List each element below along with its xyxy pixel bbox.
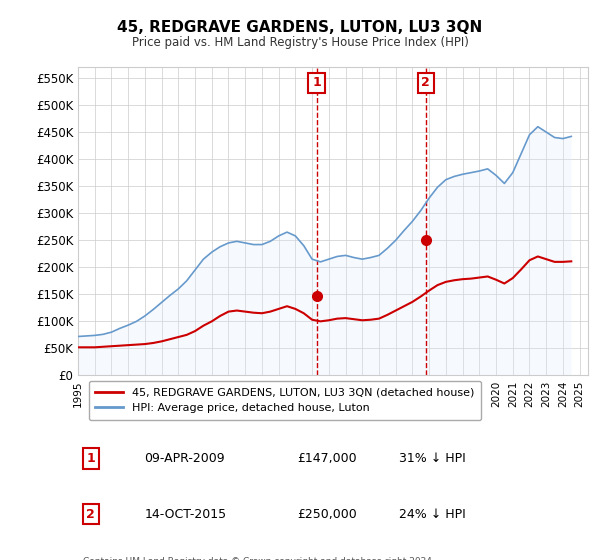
Text: 14-OCT-2015: 14-OCT-2015 <box>145 507 226 521</box>
Text: £250,000: £250,000 <box>297 507 357 521</box>
Text: Price paid vs. HM Land Registry's House Price Index (HPI): Price paid vs. HM Land Registry's House … <box>131 36 469 49</box>
Text: Contains HM Land Registry data © Crown copyright and database right 2024.
This d: Contains HM Land Registry data © Crown c… <box>83 557 435 560</box>
Text: 31% ↓ HPI: 31% ↓ HPI <box>400 452 466 465</box>
Text: 09-APR-2009: 09-APR-2009 <box>145 452 225 465</box>
Text: 1: 1 <box>86 452 95 465</box>
Text: 45, REDGRAVE GARDENS, LUTON, LU3 3QN: 45, REDGRAVE GARDENS, LUTON, LU3 3QN <box>118 20 482 35</box>
Legend: 45, REDGRAVE GARDENS, LUTON, LU3 3QN (detached house), HPI: Average price, detac: 45, REDGRAVE GARDENS, LUTON, LU3 3QN (de… <box>89 381 481 420</box>
Text: 24% ↓ HPI: 24% ↓ HPI <box>400 507 466 521</box>
Text: 2: 2 <box>421 77 430 90</box>
Text: £147,000: £147,000 <box>297 452 357 465</box>
Text: 1: 1 <box>312 77 321 90</box>
Text: 2: 2 <box>86 507 95 521</box>
